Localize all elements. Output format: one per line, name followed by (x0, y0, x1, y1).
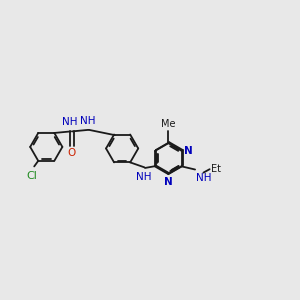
Text: NH: NH (136, 172, 151, 182)
Text: NH: NH (80, 116, 95, 125)
Text: NH: NH (196, 173, 211, 183)
Text: N: N (164, 177, 173, 187)
Text: NH: NH (62, 117, 78, 127)
Text: N: N (184, 146, 193, 156)
Text: Cl: Cl (27, 171, 38, 182)
Text: Et: Et (211, 164, 221, 174)
Text: O: O (68, 148, 76, 158)
Text: Me: Me (161, 118, 176, 129)
